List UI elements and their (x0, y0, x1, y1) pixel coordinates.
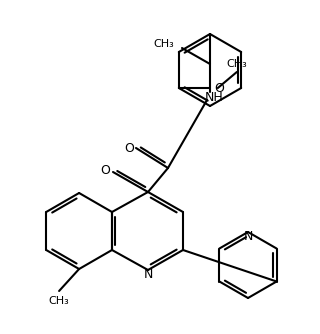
Text: CH₃: CH₃ (153, 39, 174, 49)
Text: N: N (143, 269, 153, 282)
Text: N: N (243, 230, 253, 243)
Text: NH: NH (204, 91, 223, 104)
Text: CH₃: CH₃ (49, 296, 69, 306)
Text: O: O (214, 81, 224, 95)
Text: O: O (100, 164, 110, 176)
Text: O: O (124, 142, 134, 155)
Text: CH₃: CH₃ (227, 59, 247, 69)
